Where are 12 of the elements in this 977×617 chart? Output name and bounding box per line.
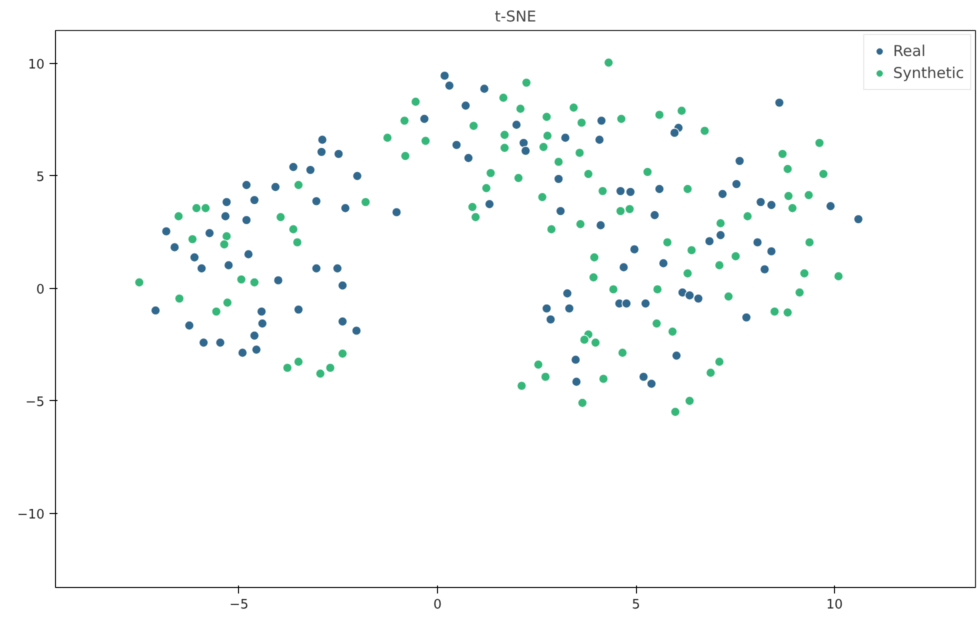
y-tick-label: −5 [25, 394, 45, 410]
x-tick-label: −5 [229, 598, 249, 612]
x-tick-label: 5 [632, 598, 640, 612]
y-tick-label: 10 [28, 58, 45, 73]
legend-label: Real [893, 42, 926, 60]
y-tick-label: −10 [17, 507, 45, 522]
y-tick-label: 5 [36, 170, 45, 185]
x-tick-label: 10 [826, 598, 843, 612]
legend-label: Synthetic [893, 64, 964, 82]
y-tick-label: 0 [36, 282, 45, 298]
x-tick-label: 0 [433, 598, 442, 612]
chart-title: t-SNE [494, 8, 536, 26]
